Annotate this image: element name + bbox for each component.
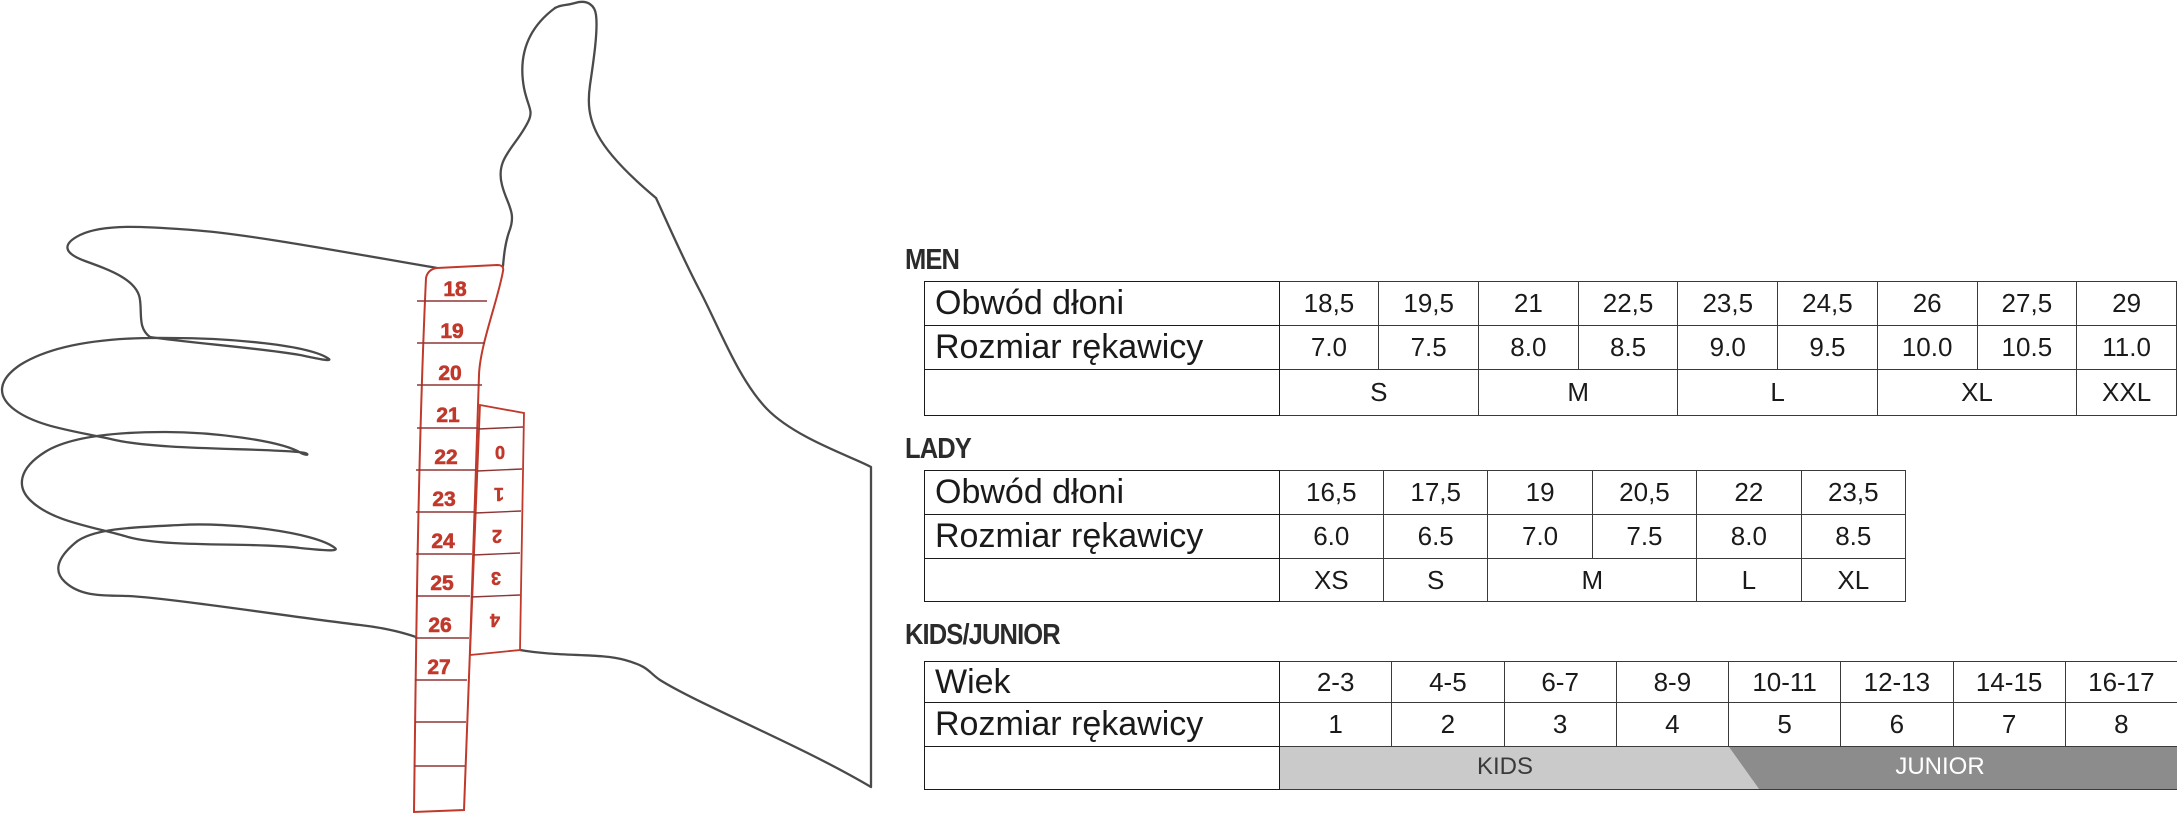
svg-text:24: 24: [431, 530, 455, 553]
svg-text:2: 2: [492, 526, 502, 546]
svg-text:23: 23: [432, 488, 455, 511]
svg-text:21: 21: [436, 404, 460, 427]
svg-text:27: 27: [427, 656, 450, 679]
svg-text:1: 1: [494, 484, 504, 504]
svg-text:22: 22: [434, 446, 457, 469]
svg-text:18: 18: [443, 278, 467, 301]
svg-text:0: 0: [495, 442, 505, 462]
svg-text:4: 4: [490, 610, 500, 630]
svg-text:KIDS: KIDS: [1477, 753, 1533, 780]
svg-text:25: 25: [430, 572, 454, 595]
svg-text:19: 19: [440, 320, 463, 343]
svg-text:26: 26: [428, 614, 451, 637]
svg-text:JUNIOR: JUNIOR: [1895, 753, 1984, 780]
svg-text:3: 3: [491, 568, 501, 588]
svg-text:20: 20: [438, 362, 461, 385]
